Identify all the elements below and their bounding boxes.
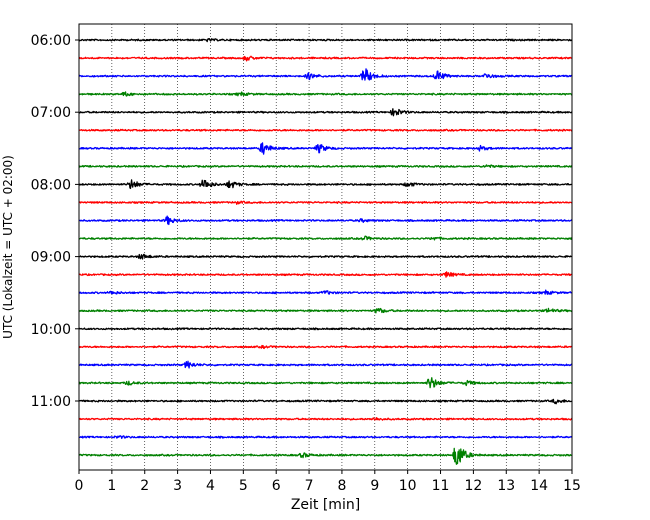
- trace-0900: [78, 253, 573, 260]
- trace-1045: [78, 377, 573, 389]
- trace-0645: [78, 91, 573, 97]
- y-axis-label: UTC (Lokalzeit = UTC + 02:00): [1, 155, 15, 339]
- x-tick-label: 11: [432, 478, 450, 494]
- trace-0845: [78, 235, 573, 241]
- y-tick-label: 09:00: [31, 250, 71, 266]
- y-tick-label: 11:00: [31, 394, 71, 410]
- y-tick-label: 10:00: [31, 322, 71, 338]
- trace-0915: [78, 271, 573, 278]
- trace-0815: [78, 200, 573, 205]
- x-axis-label: Zeit [min]: [291, 497, 360, 513]
- trace-0700: [78, 108, 573, 117]
- trace-1100: [78, 398, 573, 405]
- trace-0830: [78, 215, 573, 226]
- x-tick-label: 6: [272, 478, 281, 494]
- grid-lines: [111, 24, 540, 470]
- trace-1130: [78, 435, 573, 440]
- x-tick-label: 3: [173, 478, 182, 494]
- trace-1015: [78, 344, 573, 350]
- y-tick-label: 07:00: [31, 105, 71, 121]
- x-tick-label: 0: [75, 478, 84, 494]
- x-tick-label: 13: [497, 478, 515, 494]
- trace-1115: [78, 417, 573, 421]
- x-tick-label: 10: [399, 478, 417, 494]
- trace-1030: [78, 360, 573, 369]
- trace-0730: [78, 142, 573, 155]
- trace-1145: [78, 447, 573, 465]
- x-tick-label: 4: [206, 478, 215, 494]
- trace-0630: [78, 68, 573, 81]
- trace-0930: [78, 289, 573, 295]
- x-tick-label: 5: [239, 478, 248, 494]
- trace-0615: [78, 55, 573, 62]
- x-tick-label: 2: [140, 478, 149, 494]
- trace-0715: [78, 128, 573, 132]
- x-tick-label: 7: [305, 478, 314, 494]
- x-tick-label: 9: [370, 478, 379, 494]
- trace-1000: [78, 327, 573, 331]
- trace-0800: [78, 179, 573, 190]
- trace-0745: [78, 164, 573, 169]
- x-tick-label: 14: [530, 478, 548, 494]
- x-tick-label: 12: [464, 478, 482, 494]
- plot-frame: [78, 23, 573, 471]
- x-tick-label: 8: [337, 478, 346, 494]
- x-axis-ticks: 0 1 2 3 4 5 6 7 8 9 10 11 12 13 14 15: [75, 470, 581, 494]
- seismic-traces: [78, 37, 573, 465]
- x-tick-label: 1: [107, 478, 116, 494]
- y-tick-label: 06:00: [31, 33, 71, 49]
- trace-0600: [78, 37, 573, 43]
- y-tick-label: 08:00: [31, 177, 71, 193]
- x-tick-label: 15: [563, 478, 581, 494]
- trace-0945: [78, 307, 573, 314]
- y-axis-ticks: 06:00 07:00 08:00 09:00 10:00 11:00: [31, 33, 79, 410]
